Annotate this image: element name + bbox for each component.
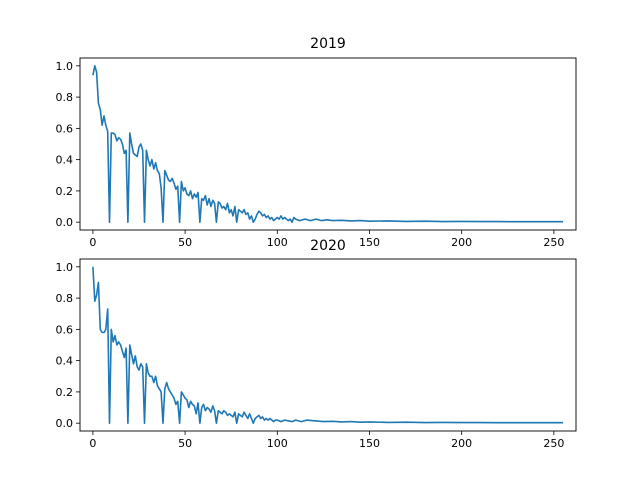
axes-frame	[79, 258, 577, 432]
tick-group: 0 50 100 150 200 250 0.0 0.2 0.4 0.6 0.8 1.0	[56, 60, 565, 249]
y-tick-label: 0.0	[56, 216, 74, 229]
y-tick-label: 0.4	[56, 355, 74, 368]
x-tick-label: 0	[89, 236, 96, 249]
x-tick-label: 50	[178, 437, 192, 450]
x-tick-label: 250	[543, 437, 564, 450]
x-tick-label: 50	[178, 236, 192, 249]
axes-frame	[79, 57, 577, 231]
y-tick-label: 0.8	[56, 292, 74, 305]
y-tick-label: 0.6	[56, 323, 74, 336]
series-line	[92, 65, 564, 223]
subplot-title: 2020	[310, 238, 346, 254]
subplot-2019: 2019 0 50 100 150 200 250 0.0 0.2 0.4 0.6 0.8 1.0	[56, 36, 577, 249]
subplot-title: 2019	[310, 36, 346, 52]
y-tick-label: 1.0	[56, 60, 74, 73]
y-tick-label: 0.2	[56, 185, 74, 198]
x-tick-label: 0	[89, 437, 96, 450]
x-tick-label: 150	[359, 236, 380, 249]
y-tick-label: 0.8	[56, 91, 74, 104]
y-tick-label: 1.0	[56, 261, 74, 274]
x-tick-label: 150	[359, 437, 380, 450]
x-tick-label: 200	[451, 236, 472, 249]
y-tick-label: 0.0	[56, 417, 74, 430]
tick-group: 0 50 100 150 200 250 0.0 0.2 0.4 0.6 0.8 1.0	[56, 261, 565, 450]
subplot-2020: 2020 0 50 100 150 200 250 0.0 0.2 0.4 0.6 0.8 1.0	[56, 238, 577, 450]
x-tick-label: 200	[451, 437, 472, 450]
y-tick-label: 0.2	[56, 386, 74, 399]
y-tick-label: 0.4	[56, 154, 74, 167]
series-line	[92, 266, 564, 424]
x-tick-label: 100	[267, 236, 288, 249]
y-tick-label: 0.6	[56, 122, 74, 135]
x-tick-label: 100	[267, 437, 288, 450]
x-tick-label: 250	[543, 236, 564, 249]
